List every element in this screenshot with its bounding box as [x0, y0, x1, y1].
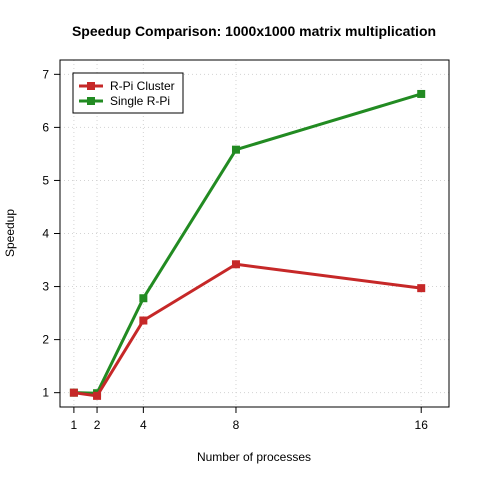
y-tick-label: 7	[42, 67, 49, 81]
y-tick-label: 1	[42, 386, 49, 400]
x-axis: 1 2 4 8 16	[71, 407, 429, 432]
data-point-marker	[69, 388, 78, 397]
legend-box	[72, 72, 184, 114]
y-tick-label: 3	[42, 280, 49, 294]
data-point-marker	[93, 391, 102, 400]
y-tick-label: 6	[42, 120, 49, 134]
data-point-marker	[417, 284, 426, 293]
legend-marker	[87, 82, 95, 90]
chart-title: Speedup Comparison: 1000x1000 matrix mul…	[72, 23, 436, 39]
series-r-pi-cluster	[69, 260, 426, 400]
data-point-marker	[139, 316, 148, 325]
legend-marker	[87, 97, 95, 105]
data-series	[69, 89, 426, 400]
y-axis: 1 2 3 4 5 6 7	[42, 67, 60, 400]
y-axis-label: Speedup	[3, 209, 17, 257]
series-line	[73, 262, 422, 398]
y-tick-label: 5	[42, 173, 49, 187]
x-tick-label: 2	[94, 418, 101, 432]
x-tick-label: 4	[140, 418, 147, 432]
x-tick-label: 8	[233, 418, 240, 432]
data-point-marker	[139, 294, 148, 303]
y-tick-label: 4	[42, 227, 49, 241]
data-point-marker	[417, 89, 426, 98]
data-point-marker	[231, 145, 240, 154]
x-axis-label: Number of processes	[197, 450, 311, 464]
legend-label: Single R-Pi	[110, 94, 170, 108]
legend-label: R-Pi Cluster	[110, 79, 175, 93]
x-tick-label: 1	[71, 418, 78, 432]
data-point-marker	[231, 260, 240, 269]
x-tick-label: 16	[415, 418, 429, 432]
y-tick-label: 2	[42, 333, 49, 347]
